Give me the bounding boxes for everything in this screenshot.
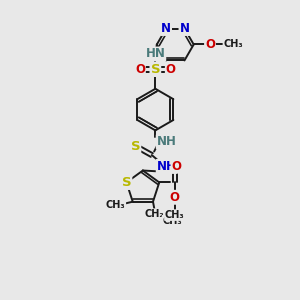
Text: NH: NH (157, 160, 177, 173)
Text: O: O (170, 191, 180, 204)
Text: O: O (166, 63, 176, 76)
Text: O: O (205, 38, 215, 51)
Text: O: O (135, 63, 145, 76)
Text: CH₂: CH₂ (145, 209, 164, 219)
Text: CH₃: CH₃ (165, 210, 184, 220)
Text: HN: HN (146, 47, 165, 61)
Text: CH₃: CH₃ (163, 216, 182, 226)
Text: S: S (130, 140, 140, 153)
Text: O: O (172, 160, 182, 172)
Text: CH₃: CH₃ (106, 200, 125, 210)
Text: S: S (151, 63, 160, 76)
Text: NH: NH (157, 135, 177, 148)
Text: N: N (161, 22, 171, 35)
Text: CH₃: CH₃ (224, 40, 243, 50)
Text: S: S (122, 176, 131, 189)
Text: N: N (179, 22, 190, 35)
